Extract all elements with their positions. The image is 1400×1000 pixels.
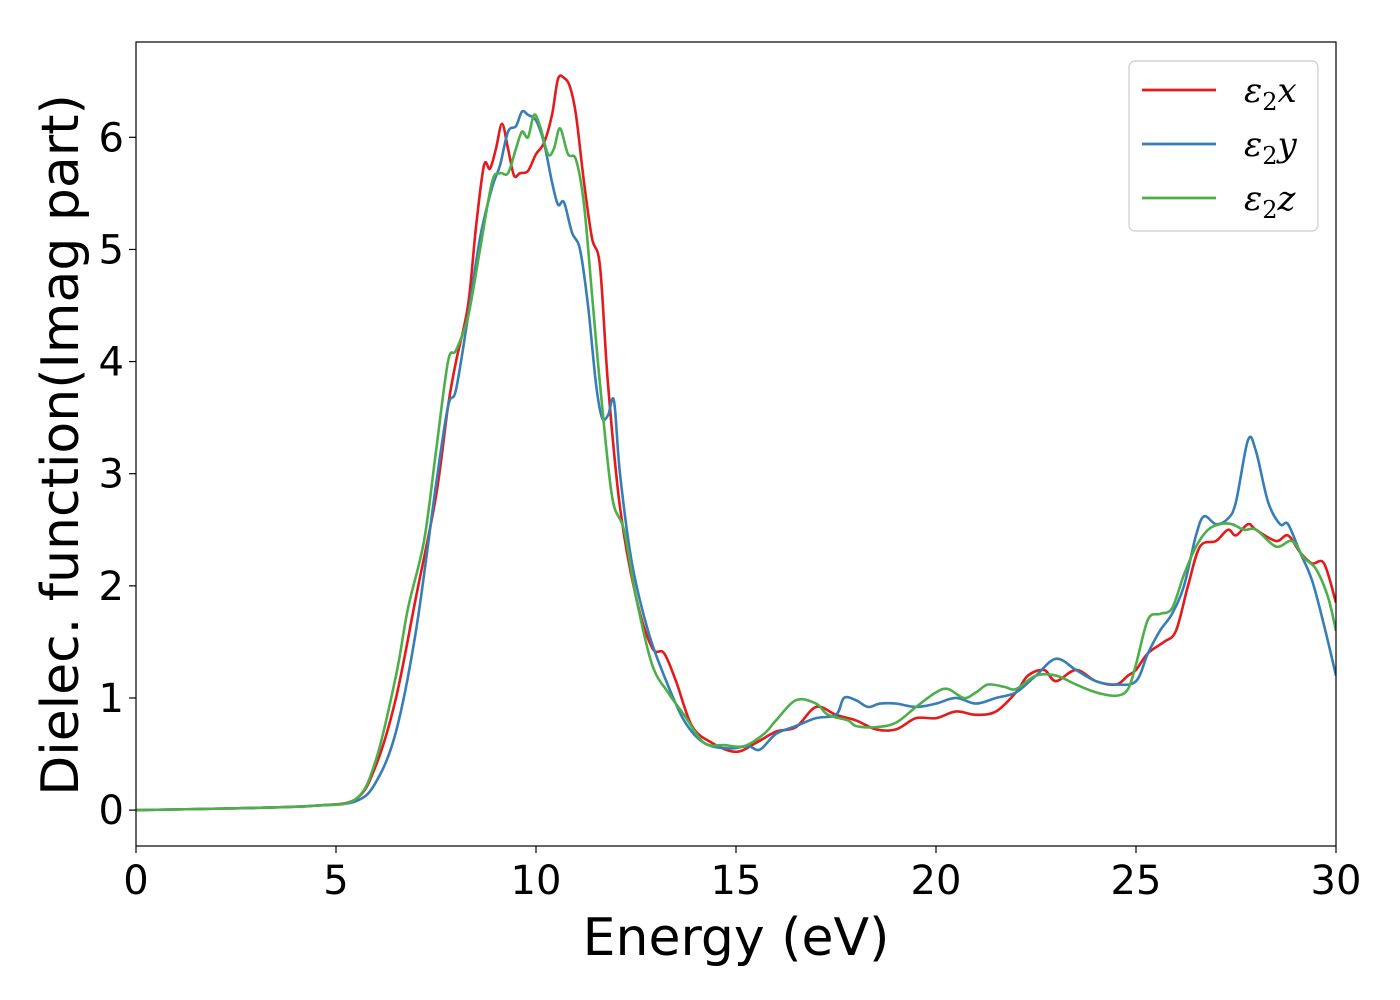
x-tick-label: 20 [911,858,962,904]
y-tick-label: 0 [99,788,124,834]
y-tick-label: 6 [99,115,124,161]
x-axis-title: Energy (eV) [583,908,890,968]
legend-box [1128,60,1319,232]
y-tick-label: 4 [99,340,124,386]
x-tick-label: 30 [1311,858,1362,904]
y-tick-label: 5 [99,227,124,273]
x-tick-label: 5 [323,858,348,904]
legend-label-y: ε2y [1244,125,1298,170]
x-tick-label: 10 [511,858,562,904]
y-tick-label: 1 [99,676,124,722]
legend-label-x: ε2x [1244,71,1297,116]
series-line-x [136,74,1336,812]
x-tick-label: 0 [123,858,148,904]
series-line-z [136,113,1336,812]
x-tick-label: 25 [1111,858,1162,904]
series-layer [136,74,1336,812]
legend: ε2x ε2y ε2z [1128,60,1319,232]
y-tick-label: 3 [99,452,124,498]
axes-layer: 0 5 10 15 20 25 30 0 1 2 3 4 5 6 [99,41,1362,904]
y-axis-title: Dielec. function(Imag part) [31,94,91,796]
legend-label-z: ε2z [1244,179,1297,224]
y-tick-label: 2 [99,564,124,610]
x-tick-label: 15 [711,858,762,904]
